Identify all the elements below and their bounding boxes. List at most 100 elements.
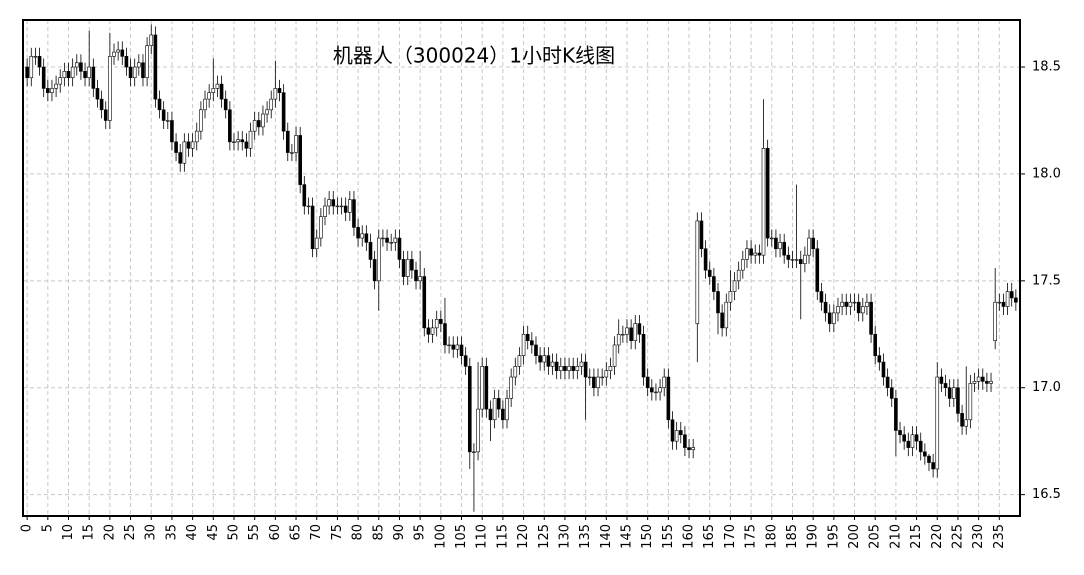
candle-body xyxy=(108,56,112,121)
y-tick-label: 18.5 xyxy=(1032,60,1061,75)
x-tick-label: 0 xyxy=(20,524,35,532)
candle-body xyxy=(339,205,344,208)
candle-body xyxy=(161,109,166,121)
candle-body xyxy=(554,361,559,371)
candle-body xyxy=(281,92,286,132)
candle-body xyxy=(935,376,940,470)
candle-body xyxy=(25,66,29,79)
candle-body xyxy=(434,319,439,329)
candle-body xyxy=(314,237,319,250)
candle-body xyxy=(149,34,154,46)
candle-body xyxy=(641,333,646,378)
x-tick-label: 190 xyxy=(806,524,821,549)
x-tick-label: 145 xyxy=(619,524,634,549)
candle-body xyxy=(352,199,356,228)
candle-body xyxy=(716,291,720,314)
candle-body xyxy=(261,113,265,128)
candle-body xyxy=(530,340,534,346)
candle-body xyxy=(827,312,832,324)
candle-body xyxy=(815,248,820,292)
candle-body xyxy=(683,434,687,448)
candle-body xyxy=(447,344,451,347)
candle-body xyxy=(232,141,236,143)
candle-body xyxy=(571,366,576,371)
candle-body xyxy=(645,376,650,389)
x-tick-label: 160 xyxy=(682,524,697,549)
candle-body xyxy=(943,383,948,389)
x-tick-label: 200 xyxy=(847,524,862,549)
candle-body xyxy=(550,361,555,367)
candle-body xyxy=(724,301,729,329)
candle-body xyxy=(757,252,762,256)
candle-body xyxy=(273,88,278,100)
candle-body xyxy=(678,430,683,436)
candle-body xyxy=(418,276,422,282)
candle-body xyxy=(794,259,799,261)
candle-body xyxy=(62,71,67,79)
candle-body xyxy=(881,361,886,378)
candle-body xyxy=(397,237,402,260)
candle-body xyxy=(240,139,245,143)
x-tick-label: 195 xyxy=(826,524,841,549)
candle-body xyxy=(112,51,116,57)
candle-body xyxy=(952,387,956,399)
candle-body xyxy=(856,301,861,314)
candle-body xyxy=(219,83,224,100)
candle-body xyxy=(525,333,530,341)
candle-body xyxy=(472,451,476,453)
candle-body xyxy=(137,62,141,68)
x-tick-label: 75 xyxy=(330,524,345,541)
candle-body xyxy=(348,199,352,213)
candle-body xyxy=(811,237,815,250)
candle-body xyxy=(331,199,336,207)
x-tick-label: 165 xyxy=(702,524,717,549)
candle-body xyxy=(244,141,249,149)
candle-body xyxy=(687,447,691,451)
candle-body xyxy=(997,301,1002,304)
candle-body xyxy=(463,355,468,367)
candle-body xyxy=(236,139,240,143)
candle-body xyxy=(459,344,464,356)
candle-body xyxy=(860,306,865,314)
candle-body xyxy=(319,216,323,239)
candle-body xyxy=(476,408,480,453)
candle-body xyxy=(306,205,311,208)
candle-body xyxy=(790,259,795,261)
chart-title: 机器人（300024）1小时K线图 xyxy=(333,44,615,68)
candle-body xyxy=(265,109,269,115)
candle-body xyxy=(625,327,629,335)
candle-body xyxy=(666,376,671,421)
candle-body xyxy=(178,152,183,164)
candle-body xyxy=(269,98,274,111)
candle-body xyxy=(393,237,398,243)
candle-body xyxy=(612,344,617,367)
candle-body xyxy=(658,387,662,393)
candle-body xyxy=(252,120,257,132)
candle-body xyxy=(302,184,307,207)
candle-body xyxy=(480,366,484,410)
candle-body xyxy=(120,49,125,57)
candle-body xyxy=(182,141,187,164)
candle-body xyxy=(199,109,203,132)
candle-body xyxy=(203,98,207,111)
candle-body xyxy=(567,366,571,371)
x-tick-label: 135 xyxy=(578,524,593,549)
x-tick-label: 50 xyxy=(226,524,241,541)
x-tick-label: 10 xyxy=(61,524,76,541)
x-tick-label: 100 xyxy=(433,524,448,549)
candle-body xyxy=(426,327,431,335)
candle-body xyxy=(712,276,716,292)
candle-body xyxy=(124,56,129,68)
candle-body xyxy=(488,408,493,421)
x-tick-label: 45 xyxy=(206,524,221,541)
candle-body xyxy=(451,344,456,350)
candle-body xyxy=(327,199,331,207)
candle-body xyxy=(285,130,290,153)
candle-body xyxy=(728,291,733,303)
x-tick-label: 55 xyxy=(247,524,262,541)
candles xyxy=(25,24,1018,512)
candle-body xyxy=(95,88,100,100)
x-tick-label: 125 xyxy=(537,524,552,549)
x-tick-label: 170 xyxy=(723,524,738,549)
